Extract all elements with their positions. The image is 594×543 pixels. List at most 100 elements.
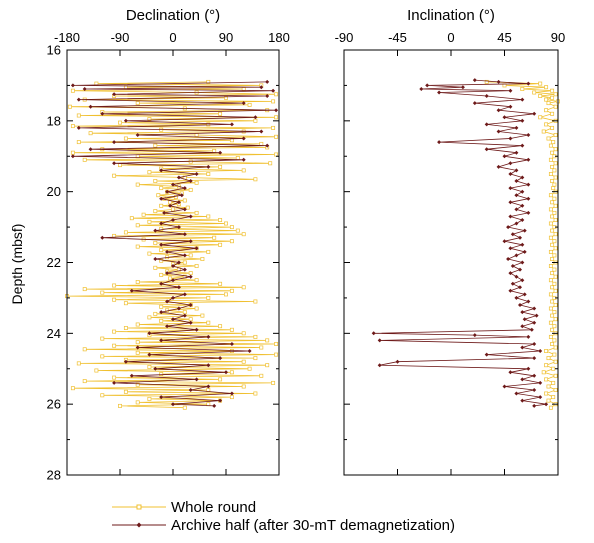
inclination-point-archive-half xyxy=(538,380,543,385)
declination-point-archive-half xyxy=(188,179,193,183)
declination-point-archive-half xyxy=(182,313,187,318)
declination-point-whole-round xyxy=(118,120,122,125)
declination-point-whole-round xyxy=(206,320,211,325)
declination-point-whole-round xyxy=(206,172,211,176)
declination-point-archive-half xyxy=(147,352,152,357)
declination-point-archive-half xyxy=(129,288,134,293)
inclination-point-whole-round xyxy=(548,172,553,176)
declination-point-archive-half xyxy=(159,395,164,400)
inclination-point-archive-half xyxy=(484,147,489,152)
inclination-point-archive-half xyxy=(510,232,515,237)
inclination-point-archive-half xyxy=(425,83,430,88)
declination-point-whole-round xyxy=(100,393,105,398)
declination-point-archive-half xyxy=(182,292,187,297)
inclination-point-archive-half xyxy=(518,267,522,272)
declination-point-archive-half xyxy=(165,189,170,194)
declination-point-whole-round xyxy=(224,292,228,297)
declination-point-whole-round xyxy=(218,377,223,382)
inclination-point-whole-round xyxy=(552,210,557,215)
inclination-point-archive-half xyxy=(472,78,477,83)
inclination-point-whole-round xyxy=(553,175,558,180)
inclination-point-archive-half xyxy=(526,334,531,339)
declination-point-whole-round xyxy=(123,136,128,141)
inclination-point-whole-round xyxy=(550,179,555,183)
declination-point-archive-half xyxy=(182,186,187,191)
inclination-point-archive-half xyxy=(529,327,534,332)
inclination-point-archive-half xyxy=(526,182,531,187)
inclination-point-archive-half xyxy=(508,136,513,141)
inclination-point-archive-half xyxy=(514,125,519,130)
declination-point-whole-round xyxy=(218,111,223,116)
inclination-point-whole-round xyxy=(550,214,555,219)
declination-point-whole-round xyxy=(271,380,276,385)
declination-point-archive-half xyxy=(259,129,264,134)
declination-point-whole-round xyxy=(112,297,117,302)
declination-point-whole-round xyxy=(259,141,264,146)
declination-point-whole-round xyxy=(135,350,140,355)
inclination-point-archive-half xyxy=(508,370,513,375)
declination-point-whole-round xyxy=(156,193,161,198)
declination-point-whole-round xyxy=(168,200,173,205)
declination-point-whole-round xyxy=(129,216,134,221)
declination-point-whole-round xyxy=(76,113,81,118)
inclination-point-archive-half xyxy=(437,140,442,145)
inclination-point-whole-round xyxy=(544,122,549,127)
declination-point-whole-round xyxy=(188,317,193,322)
inclination-point-archive-half xyxy=(508,104,513,109)
declination-point-whole-round xyxy=(206,122,211,127)
inclination-point-whole-round xyxy=(553,388,558,392)
inclination-plot-frame xyxy=(343,49,559,476)
declination-point-archive-half xyxy=(171,278,175,283)
inclination-point-archive-half xyxy=(520,97,525,102)
declination-x-tick-label: 0 xyxy=(169,30,176,45)
inclination-point-whole-round xyxy=(550,164,555,169)
inclination-x-tick-label: -90 xyxy=(335,30,354,45)
inclination-point-whole-round xyxy=(550,200,555,205)
declination-x-ticks: -180 -90 0 90 180 xyxy=(54,30,290,475)
declination-point-archive-half xyxy=(176,260,181,265)
inclination-point-whole-round xyxy=(546,101,551,106)
inclination-point-whole-round xyxy=(553,303,558,307)
declination-point-whole-round xyxy=(135,322,140,327)
inclination-point-whole-round xyxy=(548,320,553,325)
declination-point-whole-round xyxy=(218,242,223,247)
declination-point-whole-round xyxy=(135,182,140,187)
inclination-point-whole-round xyxy=(551,380,556,385)
declination-point-archive-half xyxy=(76,97,81,102)
declination-point-whole-round xyxy=(241,384,246,389)
inclination-point-whole-round xyxy=(551,395,556,400)
inclination-point-whole-round xyxy=(541,129,546,134)
declination-point-whole-round xyxy=(159,248,164,253)
declination-point-whole-round xyxy=(194,180,199,185)
inclination-x-tick-label: 0 xyxy=(447,30,454,45)
declination-point-archive-half xyxy=(70,154,75,159)
inclination-point-whole-round xyxy=(553,373,558,378)
inclination-point-archive-half xyxy=(520,143,525,148)
inclination-point-archive-half xyxy=(520,118,525,123)
inclination-point-whole-round xyxy=(552,324,557,329)
declination-point-archive-half xyxy=(135,345,140,350)
legend-label-archive-half: Archive half (after 30-mT demagnetizatio… xyxy=(171,517,455,534)
inclination-point-whole-round xyxy=(551,186,556,191)
declination-point-whole-round xyxy=(206,79,211,84)
declination-point-archive-half xyxy=(123,118,128,123)
declination-point-whole-round xyxy=(153,241,158,245)
declination-point-whole-round xyxy=(259,373,264,378)
inclination-point-whole-round xyxy=(553,345,558,350)
declination-point-whole-round xyxy=(200,257,205,261)
declination-point-whole-round xyxy=(135,101,140,106)
inclination-point-whole-round xyxy=(544,391,549,396)
inclination-point-whole-round xyxy=(553,317,558,322)
inclination-point-archive-half xyxy=(520,189,525,194)
declination-point-whole-round xyxy=(241,285,246,290)
declination-point-whole-round xyxy=(159,318,164,323)
declination-point-archive-half xyxy=(241,136,246,141)
declination-point-whole-round xyxy=(70,124,75,129)
declination-point-whole-round xyxy=(173,195,178,199)
declination-point-whole-round xyxy=(274,115,279,120)
declination-point-archive-half xyxy=(182,207,187,212)
declination-point-whole-round xyxy=(112,173,117,178)
inclination-point-whole-round xyxy=(484,79,489,84)
declination-point-archive-half xyxy=(206,164,211,169)
declination-point-whole-round xyxy=(265,338,270,343)
